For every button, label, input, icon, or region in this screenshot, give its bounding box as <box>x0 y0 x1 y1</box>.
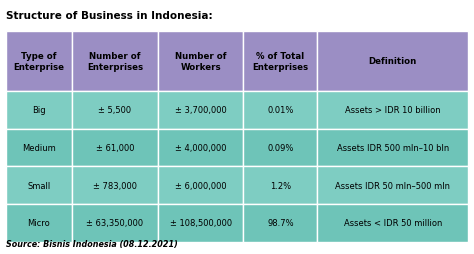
Bar <box>318 204 468 242</box>
Text: 0.09%: 0.09% <box>267 143 293 152</box>
Text: Number of
Workers: Number of Workers <box>175 52 226 71</box>
Text: ± 4,000,000: ± 4,000,000 <box>175 143 226 152</box>
Text: Small: Small <box>27 181 51 190</box>
Text: ± 61,000: ± 61,000 <box>96 143 134 152</box>
Bar <box>158 91 243 129</box>
Text: ± 108,500,000: ± 108,500,000 <box>170 218 232 228</box>
Text: Assets > IDR 10 billion: Assets > IDR 10 billion <box>345 106 441 115</box>
Text: ± 63,350,000: ± 63,350,000 <box>86 218 144 228</box>
Bar <box>243 129 318 167</box>
Text: ± 5,500: ± 5,500 <box>99 106 132 115</box>
Text: Assets IDR 50 mln–500 mln: Assets IDR 50 mln–500 mln <box>335 181 450 190</box>
Bar <box>158 129 243 167</box>
Text: 1.2%: 1.2% <box>270 181 291 190</box>
Text: Micro: Micro <box>27 218 50 228</box>
Text: Medium: Medium <box>22 143 56 152</box>
Text: Structure of Business in Indonesia:: Structure of Business in Indonesia: <box>6 11 212 21</box>
Bar <box>243 167 318 204</box>
Bar <box>318 129 468 167</box>
Text: % of Total
Enterprises: % of Total Enterprises <box>252 52 309 71</box>
Bar <box>6 204 72 242</box>
Bar <box>243 32 318 91</box>
Bar <box>72 204 158 242</box>
Bar <box>243 91 318 129</box>
Bar <box>6 91 72 129</box>
Text: Assets < IDR 50 million: Assets < IDR 50 million <box>344 218 442 228</box>
Text: Source: Bisnis Indonesia (08.12.2021): Source: Bisnis Indonesia (08.12.2021) <box>6 240 177 248</box>
Bar <box>72 91 158 129</box>
Bar <box>6 129 72 167</box>
Bar <box>6 167 72 204</box>
Text: Big: Big <box>32 106 46 115</box>
Bar <box>158 167 243 204</box>
Bar <box>318 91 468 129</box>
Bar <box>318 167 468 204</box>
Text: ± 783,000: ± 783,000 <box>93 181 137 190</box>
Bar <box>243 204 318 242</box>
Text: Definition: Definition <box>369 57 417 66</box>
Text: Number of
Enterprises: Number of Enterprises <box>87 52 143 71</box>
Text: ± 3,700,000: ± 3,700,000 <box>175 106 227 115</box>
Bar <box>72 167 158 204</box>
Bar <box>6 32 72 91</box>
Bar <box>158 204 243 242</box>
Text: ± 6,000,000: ± 6,000,000 <box>175 181 227 190</box>
Bar <box>72 32 158 91</box>
Text: 98.7%: 98.7% <box>267 218 294 228</box>
Bar <box>72 129 158 167</box>
Text: Type of
Enterprise: Type of Enterprise <box>13 52 64 71</box>
Bar <box>318 32 468 91</box>
Bar <box>158 32 243 91</box>
Text: 0.01%: 0.01% <box>267 106 293 115</box>
Text: Assets IDR 500 mln–10 bln: Assets IDR 500 mln–10 bln <box>337 143 449 152</box>
